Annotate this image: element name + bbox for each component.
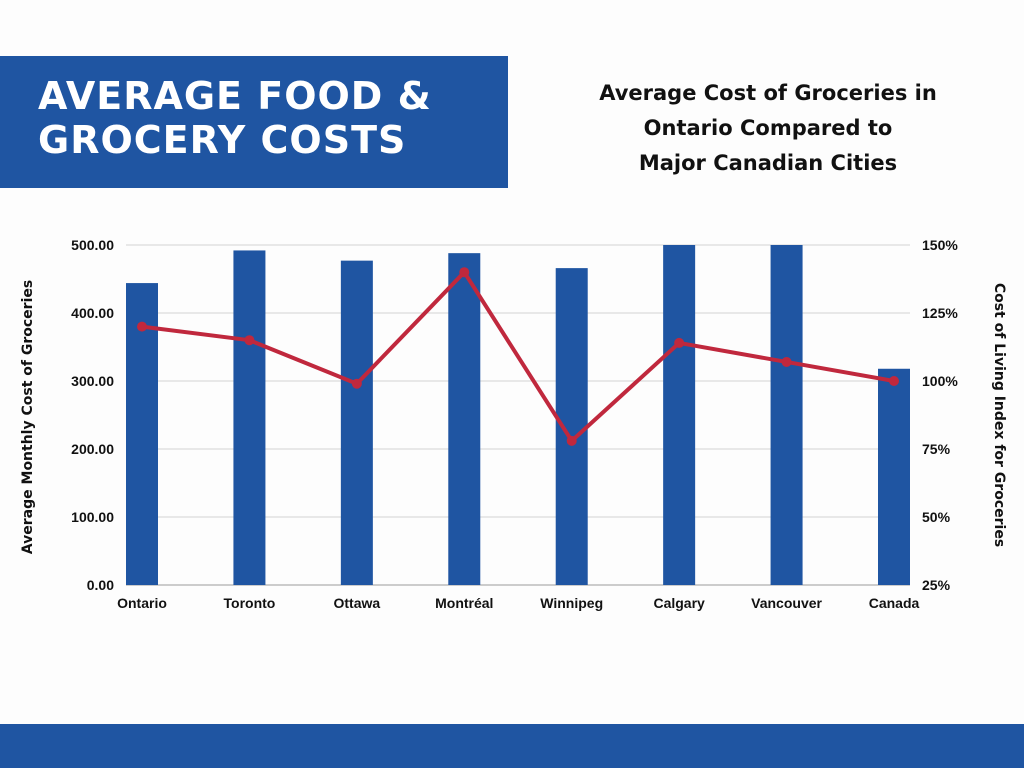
index-point-ontario bbox=[137, 321, 147, 332]
y-tick-label: 400.00 bbox=[71, 305, 114, 321]
y2-tick-label: 25% bbox=[922, 577, 951, 593]
x-tick-label: Ottawa bbox=[334, 595, 381, 611]
x-tick-label: Ontario bbox=[117, 595, 167, 611]
y2-tick-label: 50% bbox=[922, 509, 951, 525]
chart-title-line-2: Ontario Compared to bbox=[643, 116, 893, 140]
bar-toronto bbox=[233, 250, 266, 585]
bar-vancouver bbox=[770, 245, 803, 585]
x-tick-label: Canada bbox=[869, 595, 920, 611]
index-point-canada bbox=[889, 376, 899, 386]
y-tick-label: 200.00 bbox=[71, 441, 114, 457]
chart-title: Average Cost of Groceries in Ontario Com… bbox=[560, 76, 976, 181]
banner-title-line-2: GROCERY COSTS bbox=[38, 118, 407, 162]
y2-tick-label: 75% bbox=[922, 441, 951, 457]
bar-calgary bbox=[663, 245, 696, 585]
banner-title-line-1: AVERAGE FOOD & bbox=[38, 74, 432, 118]
bar-ottawa bbox=[340, 260, 373, 585]
chart-title-line-1: Average Cost of Groceries in bbox=[599, 81, 937, 105]
y-tick-label: 0.00 bbox=[87, 577, 114, 593]
index-point-vancouver bbox=[781, 356, 792, 367]
index-point-toronto bbox=[244, 335, 255, 346]
chart-title-line-3: Major Canadian Cities bbox=[638, 151, 898, 175]
index-point-ottawa bbox=[351, 378, 362, 389]
y2-tick-label: 150% bbox=[922, 237, 958, 253]
index-line bbox=[141, 270, 895, 443]
footer-bar bbox=[0, 724, 1024, 768]
combo-chart: 0.00 100.00 200.00 300.00 400.00 500.00 25% 50%… bbox=[20, 237, 1007, 611]
index-point-winnipeg bbox=[566, 435, 577, 446]
x-tick-label: Winnipeg bbox=[540, 595, 603, 611]
x-tick-label: Calgary bbox=[653, 595, 705, 611]
y-axis-title: Average Monthly Cost of Groceries bbox=[20, 280, 36, 554]
y-tick-label: 300.00 bbox=[71, 373, 114, 389]
x-tick-label: Montréal bbox=[435, 595, 493, 611]
index-point-montréal bbox=[459, 267, 470, 278]
bar-montréal bbox=[448, 253, 481, 585]
y2-axis-title: Cost of Living Index for Groceries bbox=[991, 283, 1007, 547]
y2-tick-label: 100% bbox=[922, 373, 958, 389]
y-tick-label: 500.00 bbox=[71, 237, 114, 253]
y2-tick-label: 125% bbox=[922, 305, 958, 321]
bar-canada bbox=[878, 368, 910, 585]
x-tick-label: Vancouver bbox=[751, 595, 822, 611]
title-banner: AVERAGE FOOD & GROCERY COSTS bbox=[0, 56, 508, 188]
x-tick-label: Toronto bbox=[224, 595, 276, 611]
index-point-calgary bbox=[674, 337, 685, 348]
bar-ontario bbox=[126, 283, 158, 585]
y-tick-label: 100.00 bbox=[71, 509, 114, 525]
